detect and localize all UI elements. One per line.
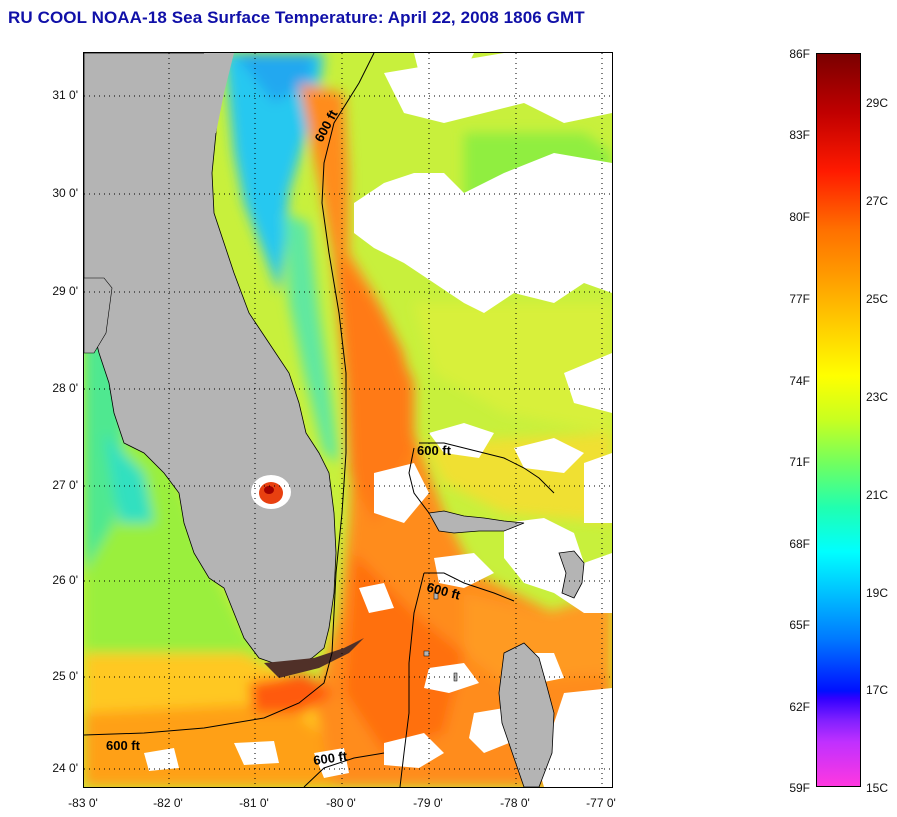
grand-bahama-land xyxy=(428,510,525,534)
lon-label-81: -81 0' xyxy=(239,796,269,810)
contour-label-5: 600 ft xyxy=(312,748,348,768)
lon-label-79: -79 0' xyxy=(413,796,443,810)
colorbar-f-65: 65F xyxy=(789,618,810,632)
colorbar-f-74: 74F xyxy=(789,374,810,388)
colorbar-c-19: 19C xyxy=(866,586,889,600)
lat-label-30: 30 0' xyxy=(52,186,78,200)
map-title: RU COOL NOAA-18 Sea Surface Temperature:… xyxy=(8,8,585,27)
colorbar-c-29: 29C xyxy=(866,96,889,110)
lat-label-31: 31 0' xyxy=(52,88,78,102)
sst-map-image: 600 ft 600 ft 600 ft 600 ft 600 ft xyxy=(84,53,612,787)
lon-label-83: -83 0' xyxy=(68,796,98,810)
lon-label-78: -78 0' xyxy=(500,796,530,810)
small-islands xyxy=(423,592,458,682)
graticule xyxy=(84,53,612,787)
lon-label-77: -77 0' xyxy=(586,796,616,810)
lat-label-24: 24 0' xyxy=(52,761,78,775)
sst-map: 600 ft 600 ft 600 ft 600 ft 600 ft xyxy=(83,52,613,788)
colorbar-c-21: 21C xyxy=(866,488,889,502)
contour-label-2: 600 ft xyxy=(417,443,452,458)
temperature-colorbar xyxy=(816,53,861,787)
colorbar-f-59: 59F xyxy=(789,781,810,795)
lon-label-82: -82 0' xyxy=(153,796,183,810)
lat-label-25: 25 0' xyxy=(52,669,78,683)
cloud-mask xyxy=(144,53,612,787)
contour-label-4: 600 ft xyxy=(106,738,141,753)
lon-label-80: -80 0' xyxy=(326,796,356,810)
colorbar-c-15: 15C xyxy=(866,781,889,795)
lat-label-28: 28 0' xyxy=(52,381,78,395)
colorbar-c-25: 25C xyxy=(866,292,889,306)
lat-label-27: 27 0' xyxy=(52,478,78,492)
abaco-land xyxy=(558,550,585,599)
colorbar-f-71: 71F xyxy=(789,455,810,469)
lat-label-29: 29 0' xyxy=(52,284,78,298)
colorbar-f-80: 80F xyxy=(789,210,810,224)
colorbar-f-77: 77F xyxy=(789,292,810,306)
lake-okeechobee xyxy=(251,475,291,509)
colorbar-f-83: 83F xyxy=(789,128,810,142)
colorbar-f-62: 62F xyxy=(789,700,810,714)
colorbar-c-17: 17C xyxy=(866,683,889,697)
colorbar-c-27: 27C xyxy=(866,194,889,208)
colorbar-c-23: 23C xyxy=(866,390,889,404)
lat-label-26: 26 0' xyxy=(52,573,78,587)
colorbar-f-86: 86F xyxy=(789,47,810,61)
florida-land xyxy=(84,53,337,666)
colorbar-f-68: 68F xyxy=(789,537,810,551)
andros-land xyxy=(498,642,555,787)
